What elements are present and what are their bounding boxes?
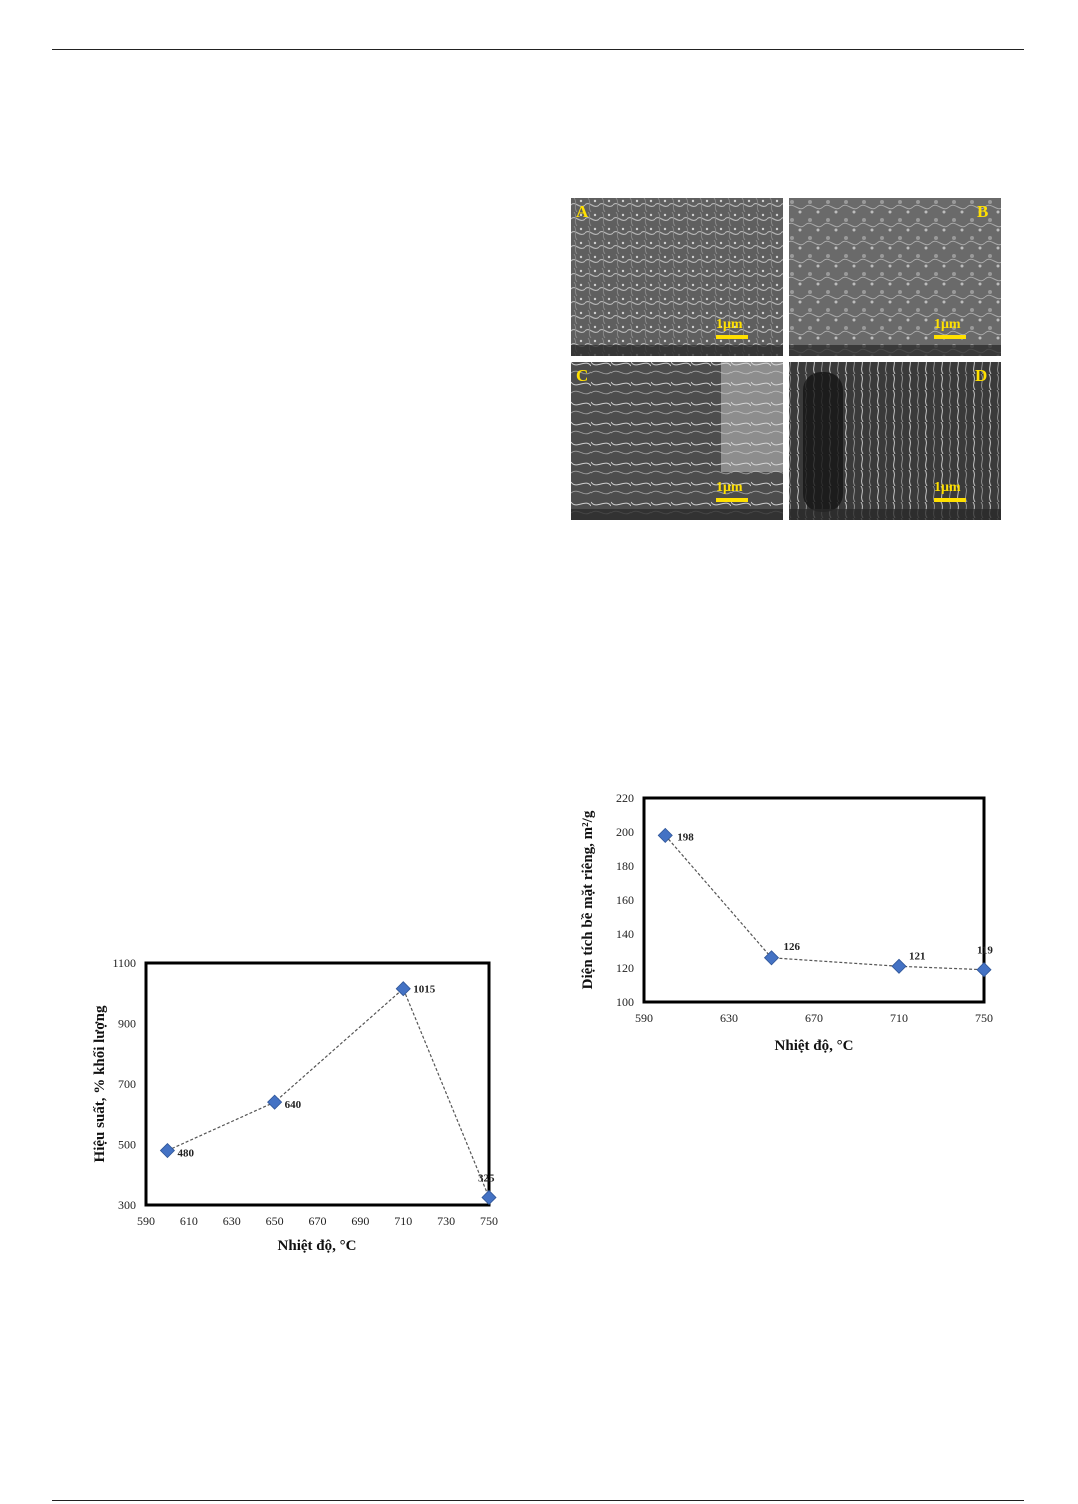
scale-bar-a [716,335,748,339]
x-tick-label: 710 [890,1011,908,1025]
x-tick-label: 610 [180,1214,198,1228]
panel-label-a: A [576,202,589,221]
surface-area-chart: 100 120 140 160 180 200 220 590 630 670 710 750 19… [580,791,993,1054]
yield-chart: 300 500 700 900 1100 590 610 630 650 670 690 710 73… [92,956,498,1254]
data-label: 126 [784,941,801,953]
scale-bar-label-d: 1μm [934,480,961,495]
data-label: 119 [977,945,993,957]
y-axis-label: Hiệu suất, % khối lượng [92,1005,108,1162]
y-tick-label: 700 [118,1077,136,1091]
data-point-marker [763,950,780,966]
sem-panel-b: B 1μm [789,198,1001,356]
data-label: 198 [677,831,694,843]
data-point-marker [976,962,992,978]
y-tick-label: 500 [118,1138,136,1152]
y-tick-label: 120 [616,961,634,975]
y-tick-label: 300 [118,1198,136,1212]
y-tick-label: 1100 [112,956,136,970]
panel-label-b: B [977,202,988,221]
y-tick-label: 160 [616,893,634,907]
scale-bar-c [716,498,748,502]
series-line [167,987,490,1198]
plot-frame [144,961,491,1207]
x-tick-label: 710 [394,1214,412,1228]
data-label: 1015 [413,984,436,996]
x-tick-label: 650 [266,1214,284,1228]
x-tick-label: 630 [223,1214,241,1228]
sem-panel-d: D 1μm [789,362,1001,520]
y-tick-label: 200 [616,825,634,839]
sem-image-grid: A 1μm B 1μm C 1μm D 1μm [571,198,1001,520]
header-rule [52,49,1024,50]
data-label: 121 [909,950,926,962]
scale-bar-b [934,335,966,339]
data-label: 640 [285,1099,302,1111]
y-tick-label: 100 [616,995,634,1009]
x-tick-label: 670 [309,1214,327,1228]
scale-bar-label-a: 1μm [716,317,743,332]
x-axis-label: Nhiệt độ, °C [278,1238,357,1254]
scale-bar-label-b: 1μm [934,317,961,332]
panel-label-d: D [975,366,987,385]
y-tick-label: 180 [616,859,634,873]
data-point-marker [891,958,907,974]
data-point-marker [267,1094,283,1110]
footer-rule [52,1500,1024,1501]
data-point-marker [395,981,411,997]
data-point-marker [481,1189,497,1206]
sem-panel-c: C 1μm [571,362,783,520]
x-tick-label: 590 [635,1011,653,1025]
x-axis-label: Nhiệt độ, °C [775,1038,854,1054]
sem-panel-a: A 1μm [571,198,783,356]
y-tick-label: 140 [616,927,634,941]
x-tick-label: 590 [137,1214,155,1228]
data-label: 480 [177,1148,194,1160]
data-label: 325 [478,1172,495,1184]
x-tick-label: 750 [480,1214,498,1228]
data-point-marker [159,1142,176,1159]
x-tick-label: 630 [720,1011,738,1025]
x-tick-label: 670 [805,1011,823,1025]
series-line [664,835,985,971]
x-tick-label: 690 [351,1214,369,1228]
plot-frame [642,796,986,1004]
y-tick-label: 220 [616,791,634,805]
x-tick-label: 730 [437,1214,455,1228]
scale-bar-label-c: 1μm [716,480,743,495]
scale-bar-d [934,498,966,502]
x-tick-label: 750 [975,1011,993,1025]
data-point-marker [657,827,673,843]
y-tick-label: 900 [118,1017,136,1031]
panel-label-c: C [576,366,588,385]
y-axis-label: Diện tích bề mặt riêng, m²/g [580,810,596,989]
